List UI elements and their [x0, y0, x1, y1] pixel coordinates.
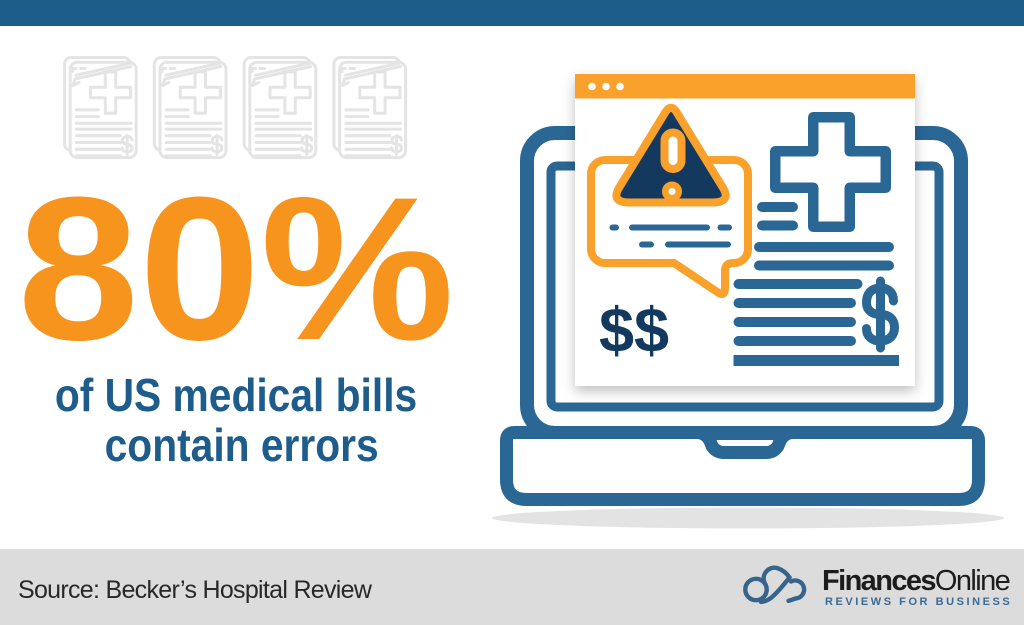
svg-text:FinancesOnline: FinancesOnline: [822, 565, 1010, 597]
svg-text:$$: $$: [599, 296, 669, 366]
svg-text:REVIEWS FOR BUSINESS: REVIEWS FOR BUSINESS: [825, 596, 1012, 608]
